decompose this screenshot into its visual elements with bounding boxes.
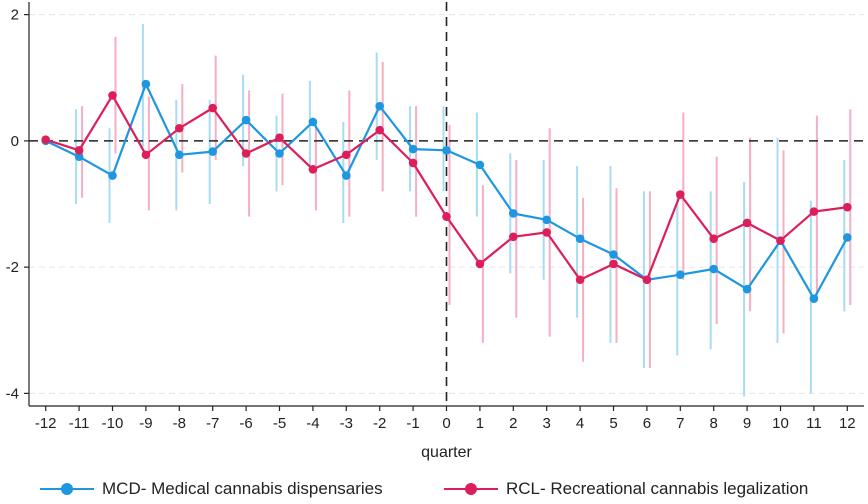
x-tick-label: 7 bbox=[676, 415, 684, 432]
y-tick-label: 2 bbox=[11, 7, 19, 24]
legend-swatch-mcd bbox=[40, 479, 94, 499]
x-tick-label: 12 bbox=[839, 415, 856, 432]
data-point bbox=[776, 236, 785, 245]
data-point bbox=[575, 234, 585, 244]
data-point bbox=[843, 233, 852, 242]
data-point bbox=[509, 232, 518, 242]
x-tick-label: 3 bbox=[543, 415, 551, 432]
data-point bbox=[208, 147, 217, 156]
y-tick-label: -4 bbox=[6, 385, 19, 402]
gridlines bbox=[29, 14, 864, 394]
legend-label-rcl: RCL- Recreational cannabis legalization bbox=[506, 479, 809, 498]
data-point bbox=[342, 171, 351, 180]
data-point bbox=[108, 91, 117, 100]
data-point bbox=[208, 103, 217, 113]
data-point bbox=[609, 259, 618, 269]
legend-swatch-rcl bbox=[444, 479, 498, 499]
x-tick-label: 6 bbox=[643, 415, 651, 432]
data-point bbox=[676, 190, 685, 199]
data-point bbox=[241, 149, 251, 158]
data-point bbox=[308, 117, 318, 127]
data-point bbox=[408, 144, 418, 154]
data-point bbox=[475, 259, 485, 269]
x-tick-label: 4 bbox=[576, 415, 584, 432]
data-point bbox=[108, 171, 117, 180]
data-point bbox=[175, 150, 184, 160]
y-tick-label: -2 bbox=[6, 259, 19, 276]
event-study-chart: -4-202-12 -11 -10 -9 -8 -7 -6 -5 -4 -3 -2 -1 0 1 2 3 4 5 6… bbox=[6, 2, 864, 461]
data-point bbox=[141, 79, 151, 89]
legend-item-mcd: MCD- Medical cannabis dispensaries bbox=[40, 474, 383, 504]
data-point bbox=[509, 209, 518, 218]
x-tick-label: -2 bbox=[373, 415, 386, 432]
series-line-0 bbox=[45, 83, 849, 300]
x-tick-label: -1 bbox=[406, 415, 419, 432]
data-point bbox=[809, 207, 819, 216]
x-tick-label: 10 bbox=[772, 415, 789, 432]
x-tick-label: -12 bbox=[35, 415, 57, 432]
data-point bbox=[609, 250, 618, 259]
data-point bbox=[74, 152, 84, 161]
data-point bbox=[843, 202, 852, 212]
data-point bbox=[575, 275, 585, 285]
data-point bbox=[709, 234, 718, 244]
x-tick-label: 2 bbox=[509, 415, 517, 432]
x-tick-label: -10 bbox=[102, 415, 124, 432]
data-point bbox=[41, 135, 50, 144]
data-point bbox=[275, 133, 284, 143]
data-point bbox=[709, 264, 718, 274]
data-point bbox=[542, 215, 551, 225]
data-point bbox=[742, 218, 752, 228]
data-point bbox=[175, 123, 184, 133]
x-tick-label: 5 bbox=[609, 415, 617, 432]
x-tick-label: -11 bbox=[69, 415, 90, 432]
series-lines bbox=[45, 83, 849, 300]
data-point bbox=[642, 275, 652, 285]
x-tick-label: 11 bbox=[806, 415, 822, 432]
data-point bbox=[375, 101, 385, 111]
data-point bbox=[241, 115, 251, 125]
x-tick-label: -4 bbox=[306, 415, 319, 432]
x-tick-label: 1 bbox=[476, 415, 484, 432]
legend: MCD- Medical cannabis dispensaries RCL- … bbox=[0, 474, 868, 504]
data-point bbox=[275, 149, 284, 158]
x-tick-label: 8 bbox=[710, 415, 718, 432]
y-tick-label: 0 bbox=[11, 133, 19, 150]
axes: -4-202-12 -11 -10 -9 -8 -7 -6 -5 -4 -3 -2 -1 0 1 2 3 4 5 6… bbox=[6, 2, 864, 432]
x-tick-label: -5 bbox=[273, 415, 286, 432]
series-points bbox=[41, 79, 852, 303]
data-point bbox=[342, 150, 351, 160]
data-point bbox=[408, 158, 418, 168]
data-point bbox=[442, 212, 451, 221]
data-point bbox=[141, 150, 151, 160]
x-tick-label: -3 bbox=[340, 415, 353, 432]
data-point bbox=[375, 125, 385, 135]
data-point bbox=[542, 228, 551, 237]
data-point bbox=[442, 146, 451, 155]
legend-label-mcd: MCD- Medical cannabis dispensaries bbox=[102, 479, 383, 498]
reference-lines bbox=[29, 2, 864, 406]
x-tick-label: 9 bbox=[743, 415, 751, 432]
data-point bbox=[308, 164, 318, 174]
x-tick-label: 0 bbox=[442, 415, 450, 432]
data-point bbox=[742, 284, 752, 294]
data-point bbox=[475, 160, 485, 170]
legend-item-rcl: RCL- Recreational cannabis legalization bbox=[444, 474, 808, 504]
x-tick-label: -9 bbox=[139, 415, 152, 432]
data-point bbox=[676, 270, 685, 280]
confidence-intervals bbox=[75, 24, 852, 397]
x-axis-title: quarter bbox=[421, 444, 472, 461]
x-tick-label: -7 bbox=[206, 415, 219, 432]
x-tick-label: -8 bbox=[173, 415, 186, 432]
data-point bbox=[809, 294, 819, 303]
x-tick-label: -6 bbox=[239, 415, 252, 432]
data-point bbox=[74, 146, 84, 155]
